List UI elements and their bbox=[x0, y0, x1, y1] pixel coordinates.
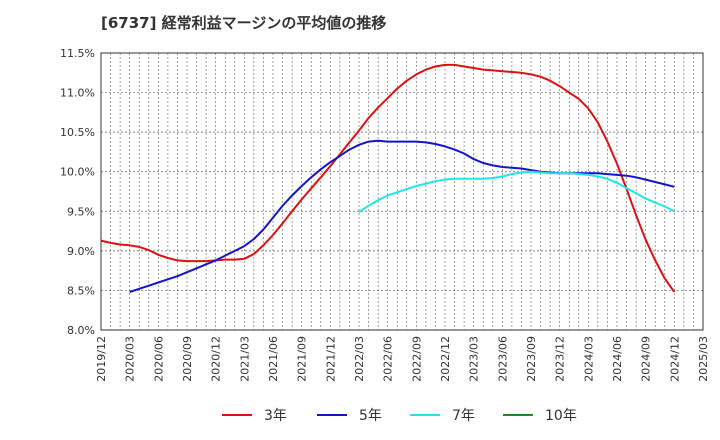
x-axis-ticks: 2019/12 2020/03 2020/06 2020/09 2020/12 2021/… bbox=[95, 336, 710, 382]
x-tick-label: 2023/03 bbox=[468, 336, 481, 382]
x-tick-label: 2024/06 bbox=[611, 336, 624, 382]
x-tick-label: 2020/06 bbox=[152, 336, 165, 382]
y-tick-label: 11.5% bbox=[60, 47, 95, 60]
y-tick-label: 8.0% bbox=[67, 324, 95, 337]
x-tick-label: 2024/12 bbox=[668, 336, 681, 382]
series-line-2 bbox=[358, 170, 675, 213]
plot-frame bbox=[100, 52, 704, 331]
x-tick-label: 2024/09 bbox=[640, 336, 653, 382]
x-tick-label: 2021/12 bbox=[324, 336, 337, 382]
x-tick-label: 2023/12 bbox=[554, 336, 567, 382]
legend-label: 7年 bbox=[452, 408, 475, 424]
series-lines bbox=[100, 63, 676, 293]
y-tick-label: 8.5% bbox=[67, 284, 95, 297]
legend-label: 10年 bbox=[545, 408, 577, 424]
series-line-0 bbox=[100, 63, 676, 293]
x-tick-label: 2024/03 bbox=[582, 336, 595, 382]
legend-label: 5年 bbox=[359, 408, 382, 424]
x-tick-label: 2023/09 bbox=[525, 336, 538, 382]
x-tick-label: 2020/03 bbox=[124, 336, 137, 382]
y-axis-ticks: 8.0% 8.5% 9.0% 9.5% 10.0% 10.5% 11.0% 11.5% bbox=[60, 47, 95, 337]
x-tick-label: 2023/06 bbox=[496, 336, 509, 382]
x-tick-label: 2021/03 bbox=[238, 336, 251, 382]
x-tick-label: 2022/12 bbox=[439, 336, 452, 382]
x-tick-label: 2021/09 bbox=[296, 336, 309, 382]
y-tick-label: 9.0% bbox=[67, 245, 95, 258]
x-tick-label: 2020/09 bbox=[181, 336, 194, 382]
x-tick-label: 2019/12 bbox=[95, 336, 108, 382]
x-tick-label: 2021/06 bbox=[267, 336, 280, 382]
y-tick-label: 9.5% bbox=[67, 205, 95, 218]
x-tick-label: 2022/06 bbox=[382, 336, 395, 382]
chart-title: [6737] 経常利益マージンの平均値の推移 bbox=[101, 14, 387, 32]
x-tick-label: 2022/09 bbox=[410, 336, 423, 382]
y-tick-label: 10.0% bbox=[60, 166, 95, 179]
legend-label: 3年 bbox=[264, 408, 287, 424]
y-tick-label: 10.5% bbox=[60, 126, 95, 139]
x-tick-label: 2022/03 bbox=[353, 336, 366, 382]
legend: 3年 5年 7年 10年 bbox=[222, 408, 577, 424]
x-tick-label: 2020/12 bbox=[210, 336, 223, 382]
y-tick-label: 11.0% bbox=[60, 87, 95, 100]
x-tick-label: 2025/03 bbox=[697, 336, 710, 382]
series-line-1 bbox=[129, 139, 675, 293]
